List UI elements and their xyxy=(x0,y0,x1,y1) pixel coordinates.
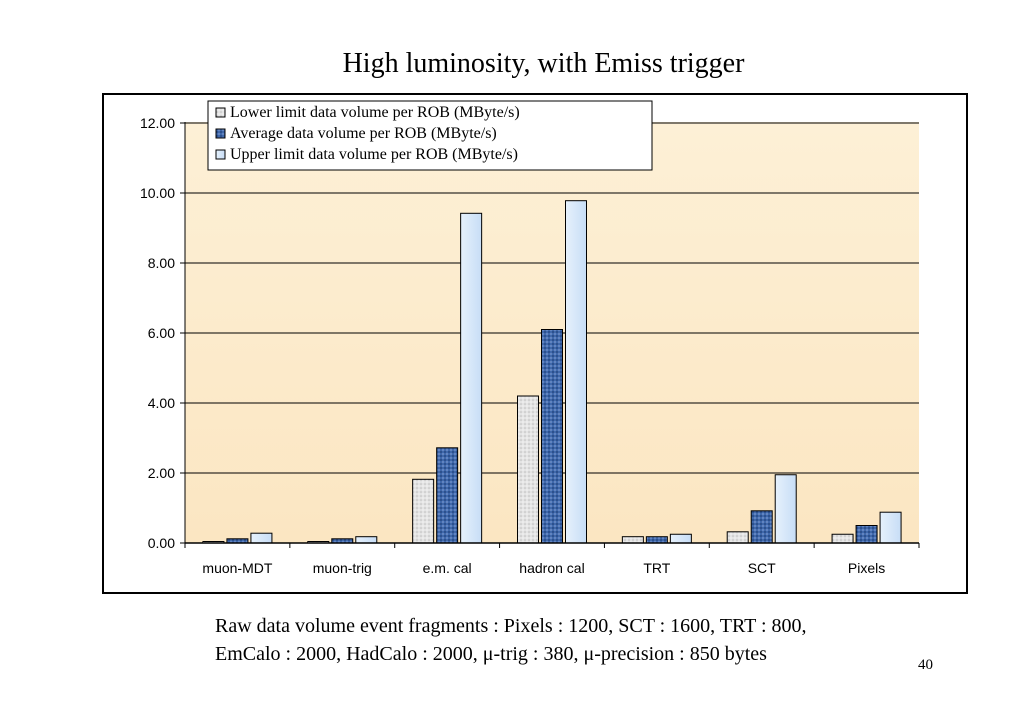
y-tick-label: 2.00 xyxy=(148,465,175,481)
bar-average xyxy=(645,536,668,544)
bar-upper xyxy=(879,511,902,544)
bar-average xyxy=(750,510,773,544)
y-tick-label: 4.00 xyxy=(148,395,175,411)
bar-average xyxy=(855,525,878,544)
caption-line-2: EmCalo : 2000, HadCalo : 2000, μ-trig : … xyxy=(215,643,767,665)
x-tick-label: Pixels xyxy=(848,560,885,576)
bar-average xyxy=(436,447,459,544)
legend-label-lower: Lower limit data volume per ROB (MByte/s… xyxy=(230,104,520,121)
bar-lower xyxy=(726,531,749,544)
bar-lower xyxy=(831,533,854,544)
chart-frame: 0.00 2.00 4.00 6.00 8.00 10.00 12.00 muon-MDT mu… xyxy=(102,93,968,594)
bar-upper xyxy=(669,533,692,544)
y-tick-label: 6.00 xyxy=(148,325,175,341)
bar-upper xyxy=(460,212,483,544)
bar-chart: 0.00 2.00 4.00 6.00 8.00 10.00 12.00 muon-MDT mu… xyxy=(140,100,920,576)
x-tick-label: muon-trig xyxy=(313,560,372,576)
legend: Lower limit data volume per ROB (MByte/s… xyxy=(207,100,653,171)
bar-lower xyxy=(621,536,644,544)
x-tick-label: hadron cal xyxy=(519,560,584,576)
bar-upper xyxy=(250,532,273,544)
x-tick-label: SCT xyxy=(748,560,776,576)
page-number: 40 xyxy=(918,657,933,673)
bar-lower xyxy=(517,395,539,544)
legend-label-average: Average data volume per ROB (MByte/s) xyxy=(230,125,497,142)
bar-average xyxy=(541,329,563,544)
legend-label-upper: Upper limit data volume per ROB (MByte/s… xyxy=(230,146,518,163)
x-tick-label: TRT xyxy=(643,560,670,576)
y-tick-label: 8.00 xyxy=(148,255,175,271)
y-tick-label: 10.00 xyxy=(140,185,175,201)
caption: Raw data volume event fragments : Pixels… xyxy=(215,612,807,668)
legend-swatch-average xyxy=(215,128,226,139)
bar-lower xyxy=(412,478,435,544)
bar-upper xyxy=(774,474,797,544)
x-tick-label: muon-MDT xyxy=(202,560,272,576)
y-tick-label: 0.00 xyxy=(148,535,175,551)
legend-swatch-upper xyxy=(215,149,226,160)
x-tick-label: e.m. cal xyxy=(423,560,472,576)
legend-swatch-lower xyxy=(215,107,226,118)
bar-upper xyxy=(355,536,378,544)
caption-line-1: Raw data volume event fragments : Pixels… xyxy=(215,615,807,637)
chart-title: High luminosity, with Emiss trigger xyxy=(342,48,745,79)
y-tick-label: 12.00 xyxy=(140,115,175,131)
bar-upper xyxy=(565,200,587,544)
